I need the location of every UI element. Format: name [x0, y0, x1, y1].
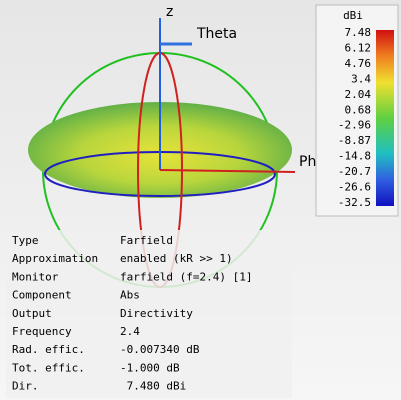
info-value: enabled (kR >> 1): [120, 252, 233, 265]
colorbar-label: 0.68: [345, 103, 372, 116]
info-panel: [6, 230, 292, 398]
colorbar-label: -2.96: [338, 119, 371, 132]
theta-label: Theta: [196, 26, 237, 42]
colorbar-labels: 7.48 6.12 4.76 3.4 2.04 0.68 -2.96 -8.87 -14.8 -2…: [338, 26, 371, 209]
phi-label: Phi: [299, 154, 320, 170]
info-key: Output: [12, 307, 52, 320]
colorbar-label: 6.12: [345, 41, 372, 54]
info-value: farfield (f=2.4) [1]: [120, 270, 252, 283]
colorbar-label: 4.76: [345, 57, 372, 70]
info-value: Directivity: [120, 307, 193, 320]
x-axis: [159, 169, 296, 173]
colorbar-label: 3.4: [351, 72, 371, 85]
colorbar-label: -8.87: [338, 134, 371, 147]
colorbar: dBi 7.48 6.12 4.76 3.4 2.04 0.68 -2.96 -8.87 -14…: [315, 4, 399, 217]
colorbar-unit: dBi: [343, 9, 363, 22]
colorbar-label: -26.6: [338, 181, 371, 194]
info-key: Frequency: [12, 325, 72, 338]
colorbar-label: 7.48: [345, 26, 372, 39]
info-value: -0.007340 dB: [120, 343, 200, 356]
colorbar-label: -14.8: [338, 150, 371, 163]
info-value: -1.000 dB: [120, 361, 180, 374]
info-key: Rad. effic.: [12, 343, 85, 356]
info-value: 7.480 dBi: [120, 380, 186, 393]
info-key: Approximation: [12, 252, 98, 265]
colorbar-label: 2.04: [345, 88, 372, 101]
info-value: Abs: [120, 289, 140, 302]
info-key: Dir.: [12, 380, 39, 393]
colorbar-label: -20.7: [338, 165, 371, 178]
colorbar-gradient: [376, 30, 394, 206]
colorbar-label: -32.5: [338, 196, 371, 209]
info-key: Component: [12, 289, 72, 302]
z-label: z: [166, 4, 173, 20]
info-key: Type: [12, 234, 39, 247]
info-key: Tot. effic.: [12, 361, 85, 374]
info-value: Farfield: [120, 234, 173, 247]
info-value: 2.4: [120, 325, 140, 338]
info-table: Type Farfield Approximation enabled (kR >> …: [12, 234, 252, 393]
info-key: Monitor: [12, 270, 59, 283]
